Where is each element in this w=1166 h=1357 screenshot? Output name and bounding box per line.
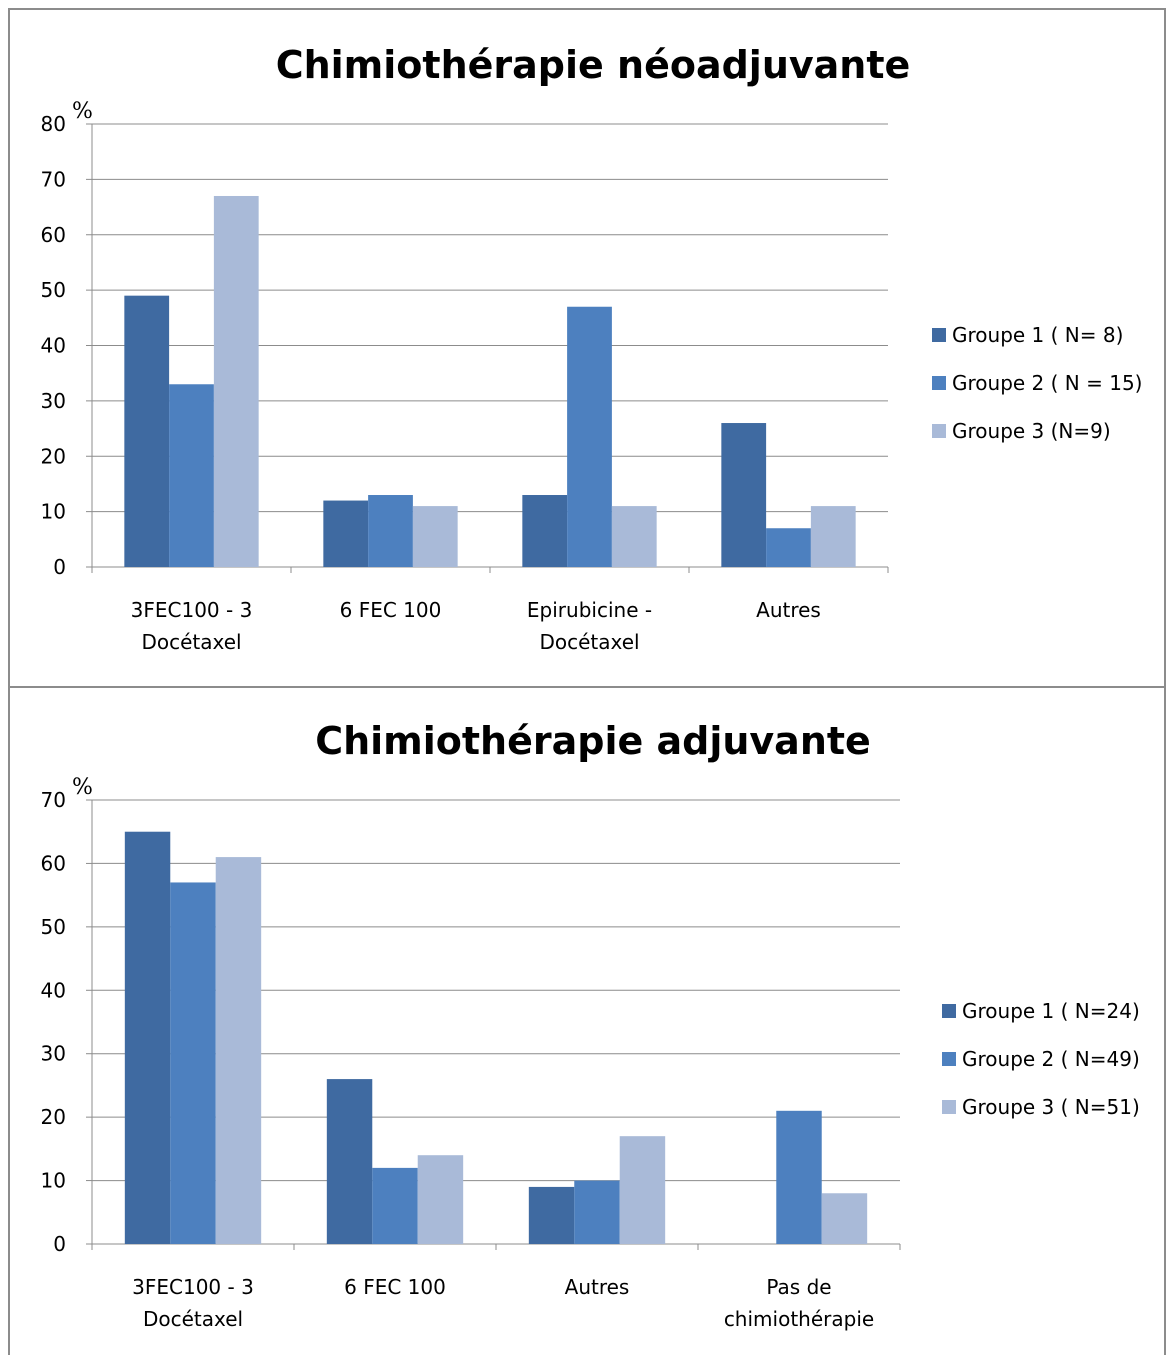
bar — [124, 831, 171, 1244]
bar — [810, 506, 856, 567]
x-tick-label: Autres — [565, 1275, 630, 1299]
y-axis-unit: % — [72, 775, 93, 800]
bar — [574, 1180, 620, 1244]
y-axis-unit: % — [72, 99, 93, 124]
bar — [323, 500, 369, 567]
x-tick-label: 3FEC100 - 3 — [131, 598, 253, 622]
y-tick-label: 50 — [41, 278, 66, 302]
y-tick-label: 10 — [41, 1169, 66, 1193]
bar — [776, 1110, 822, 1244]
y-tick-label: 40 — [41, 978, 66, 1002]
y-tick-label: 20 — [41, 1105, 66, 1129]
bar — [611, 506, 657, 567]
y-tick-label: 40 — [41, 334, 66, 358]
bar — [619, 1136, 666, 1244]
y-tick-label: 60 — [41, 223, 66, 247]
bar — [522, 495, 568, 567]
y-tick-label: 70 — [41, 167, 66, 191]
bar — [528, 1186, 575, 1244]
bar — [213, 195, 259, 568]
x-tick-label: Docétaxel — [539, 630, 639, 654]
legend-label: Groupe 1 ( N=24) — [962, 999, 1140, 1023]
y-tick-label: 70 — [41, 788, 66, 812]
y-tick-label: 80 — [41, 112, 66, 136]
x-tick-label: Docétaxel — [141, 630, 241, 654]
chart-neoadjuvant: Chimiothérapie néoadjuvante % 0 10 20 30 40 5… — [41, 43, 1143, 654]
y-tick-label: 60 — [41, 851, 66, 875]
legend-swatch — [942, 1100, 956, 1114]
bar — [417, 1155, 464, 1244]
legend-label: Groupe 3 ( N=51) — [962, 1095, 1140, 1119]
y-tick-label: 0 — [53, 1232, 66, 1256]
bar — [169, 384, 214, 567]
chart-panel-neoadjuvant: Chimiothérapie néoadjuvante % 0 10 20 30 40 5… — [8, 8, 1166, 688]
legend-label: Groupe 1 ( N= 8) — [952, 323, 1123, 347]
legend-swatch — [932, 328, 946, 342]
y-tick-label: 10 — [41, 500, 66, 524]
y-tick-label: 30 — [41, 1042, 66, 1066]
x-tick-label: Epirubicine - — [527, 598, 652, 622]
y-tick-label: 50 — [41, 915, 66, 939]
chart-panel-adjuvant: Chimiothérapie adjuvante % 0 10 20 30 40 50 60… — [8, 686, 1166, 1355]
bar — [124, 295, 170, 567]
x-tick-label: Docétaxel — [143, 1307, 243, 1331]
x-tick-label: 6 FEC 100 — [344, 1275, 446, 1299]
bar — [372, 1167, 418, 1244]
bar — [368, 495, 413, 567]
chart-adjuvant: Chimiothérapie adjuvante % 0 10 20 30 40 50 60… — [41, 719, 1140, 1331]
y-tick-label: 0 — [53, 555, 66, 579]
bar — [821, 1193, 868, 1244]
legend-swatch — [932, 424, 946, 438]
y-tick-label: 30 — [41, 389, 66, 413]
x-tick-label: Pas de — [766, 1275, 831, 1299]
x-tick-label: 6 FEC 100 — [340, 598, 442, 622]
x-tick-label: 3FEC100 - 3 — [132, 1275, 254, 1299]
y-tick-label: 20 — [41, 444, 66, 468]
x-tick-label: chimiothérapie — [724, 1307, 874, 1331]
bar — [766, 528, 811, 567]
chart-title: Chimiothérapie adjuvante — [315, 719, 871, 763]
x-tick-label: Autres — [756, 598, 821, 622]
legend-swatch — [932, 376, 946, 390]
legend-label: Groupe 2 ( N = 15) — [952, 371, 1142, 395]
bar — [412, 506, 458, 567]
bar — [326, 1079, 373, 1244]
legend-swatch — [942, 1052, 956, 1066]
bar — [721, 423, 767, 567]
bar — [567, 306, 612, 567]
bar — [170, 882, 216, 1244]
legend-label: Groupe 2 ( N=49) — [962, 1047, 1140, 1071]
legend-label: Groupe 3 (N=9) — [952, 419, 1111, 443]
legend-swatch — [942, 1004, 956, 1018]
chart-title: Chimiothérapie néoadjuvante — [276, 43, 911, 87]
bar — [215, 857, 262, 1244]
